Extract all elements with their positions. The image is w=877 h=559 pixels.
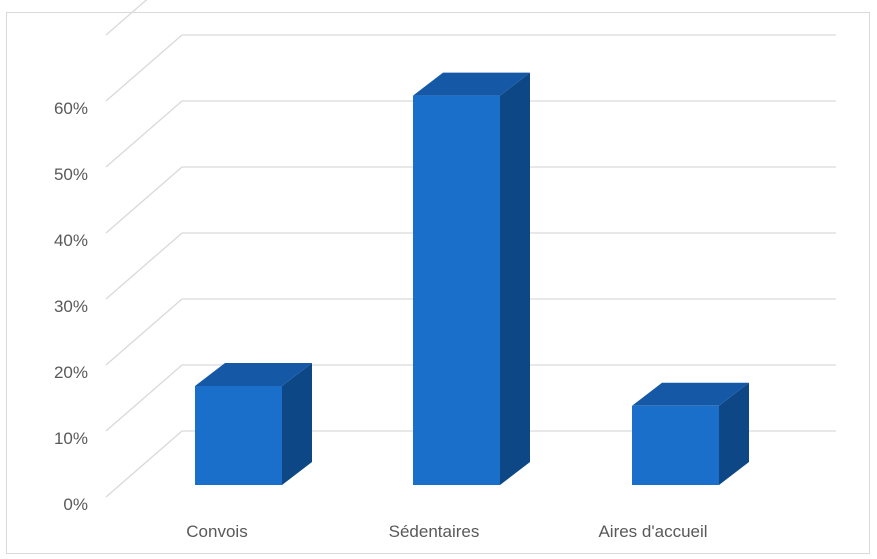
y-tick-label: 30% — [54, 297, 88, 316]
y-axis-ticks: 0% 10% 20% 30% 40% 50% 60% — [54, 99, 88, 514]
bar — [195, 363, 312, 485]
y-tick-label: 0% — [63, 495, 88, 514]
y-tick-label: 40% — [54, 231, 88, 250]
y-tick-label: 20% — [54, 363, 88, 382]
x-category-label: Sédentaires — [389, 522, 480, 541]
gridline — [105, 0, 148, 36]
gridline — [105, 34, 836, 102]
y-tick-label: 60% — [54, 99, 88, 118]
bar — [413, 72, 530, 485]
x-axis-categories: Convois Sédentaires Aires d'accueil — [186, 522, 707, 541]
x-category-label: Convois — [186, 522, 247, 541]
y-tick-label: 50% — [54, 165, 88, 184]
bar — [632, 382, 749, 485]
bars — [195, 72, 749, 485]
y-tick-label: 10% — [54, 429, 88, 448]
x-category-label: Aires d'accueil — [598, 522, 707, 541]
